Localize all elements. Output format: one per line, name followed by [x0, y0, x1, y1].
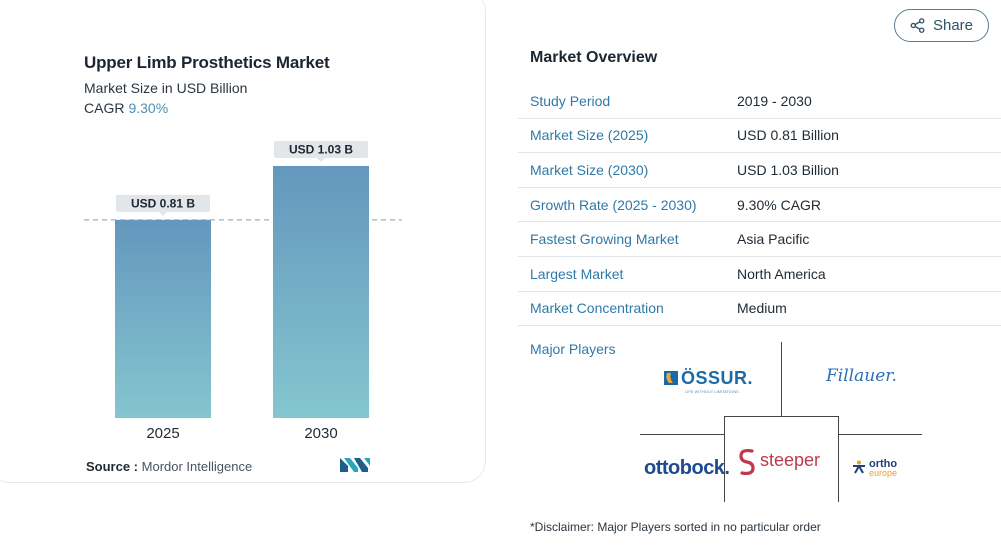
- data-label: USD 0.81 B: [131, 196, 195, 210]
- data-label: USD 1.03 B: [289, 143, 353, 157]
- chart-card: [0, 0, 486, 483]
- overview-row-value: USD 0.81 Billion: [737, 127, 839, 144]
- overview-row-value: 2019 - 2030: [737, 92, 812, 109]
- ossur-tagline: LIFE WITHOUT LIMITATIONS: [685, 389, 739, 394]
- ortho-figure-icon: [853, 460, 865, 474]
- source-label: Source :: [86, 459, 139, 474]
- mordor-intelligence-logo: [340, 458, 370, 472]
- bar-chart: USD 0.81 B 2025 USD 1.03 B 2030: [84, 141, 402, 442]
- ossur-mark-icon: [664, 371, 678, 385]
- share-icon: [910, 18, 925, 33]
- steeper-logo: steeper: [738, 446, 838, 480]
- overview-row: Market Concentration Medium: [518, 292, 1001, 327]
- overview-row-label: Growth Rate (2025 - 2030): [530, 196, 697, 213]
- overview-row: Study Period 2019 - 2030: [518, 84, 1001, 119]
- overview-row-value: Medium: [737, 300, 787, 317]
- overview-row-value: 9.30% CAGR: [737, 196, 822, 213]
- steeper-mark-icon: [739, 448, 755, 476]
- overview-row: Growth Rate (2025 - 2030) 9.30% CAGR: [518, 188, 1001, 223]
- grid-divider: [781, 342, 782, 416]
- grid-divider: [640, 434, 724, 435]
- overview-row: Largest Market North America: [518, 257, 1001, 292]
- grid-divider: [838, 434, 922, 435]
- disclaimer: *Disclaimer: Major Players sorted in no …: [530, 520, 821, 534]
- overview-row-value: USD 1.03 Billion: [737, 161, 839, 178]
- overview-row-label: Market Size (2025): [530, 127, 649, 144]
- overview-table: Study Period 2019 - 2030 Market Size (2025…: [518, 84, 1001, 327]
- grid-divider: [724, 416, 725, 502]
- data-label-bg: [274, 141, 368, 158]
- x-tick-label: 2030: [304, 425, 337, 442]
- major-players-label: Major Players: [530, 341, 616, 357]
- ortho-wordmark: ortho: [869, 458, 898, 470]
- ottobock-logo: ottobock.: [644, 457, 730, 479]
- overview-row: Market Size (2025) USD 0.81 Billion: [518, 119, 1001, 154]
- overview-row-label: Largest Market: [530, 265, 624, 282]
- overview-title: Market Overview: [530, 49, 658, 66]
- bar: [273, 166, 369, 418]
- overview-row: Market Size (2030) USD 1.03 Billion: [518, 153, 1001, 188]
- share-label: Share: [932, 17, 974, 34]
- share-button[interactable]: Share: [894, 9, 989, 42]
- source-line: Source : Mordor Intelligence: [86, 459, 252, 474]
- cagr-value: 9.30%: [128, 100, 169, 116]
- overview-row-label: Market Concentration: [530, 300, 664, 317]
- grid-divider: [724, 416, 838, 417]
- data-label-bg: [116, 194, 210, 212]
- chart-title: Upper Limb Prosthetics Market: [84, 53, 330, 72]
- chart-subtitle: Market Size in USD Billion: [84, 80, 248, 96]
- ortho-europe-wordmark: europe: [869, 468, 898, 478]
- cagr-label: CAGR: [84, 100, 125, 116]
- overview-row-value: North America: [737, 265, 826, 282]
- grid-divider: [838, 416, 839, 502]
- overview-row-label: Fastest Growing Market: [530, 231, 679, 248]
- overview-row-label: Market Size (2030): [530, 161, 649, 178]
- bar: [115, 219, 211, 418]
- overview-row: Fastest Growing Market Asia Pacific: [518, 222, 1001, 257]
- x-tick-label: 2025: [146, 425, 179, 442]
- steeper-wordmark: steeper: [760, 450, 821, 470]
- source-value: Mordor Intelligence: [141, 459, 253, 474]
- fillauer-logo: Fillauer.: [826, 366, 897, 386]
- overview-row-label: Study Period: [530, 92, 611, 109]
- data-label-pointer: [317, 158, 325, 162]
- data-label-pointer: [159, 211, 167, 216]
- ossur-wordmark: ÖSSUR.: [681, 368, 754, 388]
- overview-row-value: Asia Pacific: [737, 231, 810, 248]
- ortho-europe-logo: ortho europe: [852, 458, 922, 482]
- major-players-grid: ÖSSUR. LIFE WITHOUT LIMITATIONS Fillauer…: [640, 342, 924, 502]
- cagr-line: CAGR 9.30%: [84, 100, 168, 116]
